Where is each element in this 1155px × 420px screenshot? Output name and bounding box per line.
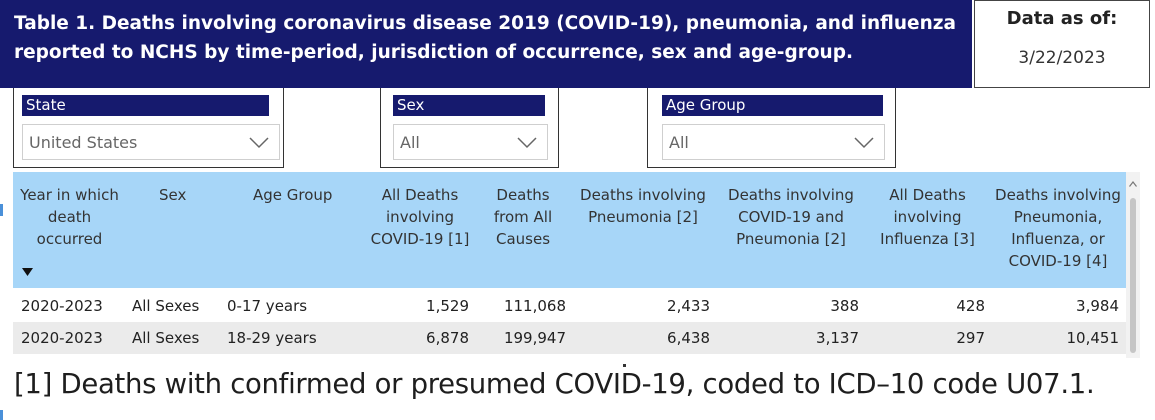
cell-pneumonia-influenza-covid: 10,451 [1066, 329, 1120, 347]
cell-age-group: 18-29 years [227, 329, 317, 347]
age-group-slicer: Age Group All [647, 88, 896, 168]
state-dropdown-value: United States [29, 133, 138, 152]
table-header: Year in which death occurred Sex Age Gro… [13, 172, 1126, 288]
cell-all-covid-deaths: 6,878 [426, 329, 469, 347]
cell-sex: All Sexes [132, 297, 200, 315]
state-slicer-label: State [22, 95, 269, 116]
cell-influenza: 428 [956, 297, 985, 315]
state-slicer: State United States [13, 88, 284, 168]
cell-pneumonia: 2,433 [667, 297, 710, 315]
data-as-of-label: Data as of: [1006, 8, 1118, 29]
table-row: 2020-2023 All Sexes 18-29 years 6,878 19… [13, 322, 1126, 354]
sex-slicer: Sex All [380, 88, 559, 168]
page-title: Table 1. Deaths involving coronavirus di… [14, 13, 957, 63]
cell-sex: All Sexes [132, 329, 200, 347]
stray-dot [623, 364, 626, 367]
chevron-down-icon [854, 137, 874, 149]
sex-slicer-label: Sex [393, 95, 545, 116]
cell-year: 2020-2023 [21, 329, 103, 347]
cell-covid-and-pneumonia: 388 [830, 297, 859, 315]
column-header-age-group[interactable]: Age Group [253, 186, 333, 204]
deaths-table: Year in which death occurred Sex Age Gro… [13, 172, 1140, 358]
sex-dropdown-value: All [400, 133, 420, 152]
cell-influenza: 297 [956, 329, 985, 347]
cell-pneumonia-influenza-covid: 3,984 [1076, 297, 1119, 315]
cell-covid-and-pneumonia: 3,137 [816, 329, 859, 347]
title-bar: Table 1. Deaths involving coronavirus di… [0, 0, 972, 88]
cell-pneumonia: 6,438 [667, 329, 710, 347]
column-header-all-causes[interactable]: Deaths from All Causes [493, 186, 553, 248]
scrollbar-thumb[interactable] [1130, 198, 1136, 353]
cell-all-covid-deaths: 1,529 [426, 297, 469, 315]
sort-desc-icon[interactable] [22, 268, 33, 276]
footnote: [1] Deaths with confirmed or presumed CO… [14, 368, 1095, 400]
column-header-influenza[interactable]: All Deaths involving Influenza [3] [880, 186, 975, 248]
column-header-sex[interactable]: Sex [159, 186, 187, 204]
column-header-all-covid-deaths[interactable]: All Deaths involving COVID-19 [1] [370, 186, 470, 248]
table-scrollbar[interactable] [1126, 172, 1140, 358]
state-dropdown[interactable]: United States [22, 124, 280, 160]
chevron-down-icon [517, 137, 537, 149]
table-row: 2020-2023 All Sexes 0-17 years 1,529 111… [13, 290, 1126, 322]
column-header-pneumonia[interactable]: Deaths involving Pneumonia [2] [580, 186, 706, 226]
cell-all-causes: 111,068 [503, 297, 566, 315]
edge-mark [0, 204, 3, 216]
cell-year: 2020-2023 [21, 297, 103, 315]
sex-dropdown[interactable]: All [393, 124, 548, 160]
age-group-dropdown[interactable]: All [662, 124, 885, 160]
cell-all-causes: 199,947 [503, 329, 566, 347]
chevron-down-icon [249, 137, 269, 149]
cell-age-group: 0-17 years [227, 297, 308, 315]
column-header-covid-and-pneumonia[interactable]: Deaths involving COVID-19 and Pneumonia … [728, 186, 854, 248]
scroll-up-icon[interactable] [1129, 181, 1137, 187]
column-header-pneumonia-influenza-covid[interactable]: Deaths involving Pneumonia, Influenza, o… [995, 186, 1121, 270]
column-header-year[interactable]: Year in which death occurred [20, 186, 119, 248]
edge-mark [0, 410, 3, 420]
data-as-of-date: 3/22/2023 [1018, 48, 1106, 68]
age-group-slicer-label: Age Group [662, 95, 883, 116]
data-as-of-card: Data as of: 3/22/2023 [974, 0, 1150, 88]
age-group-dropdown-value: All [669, 133, 689, 152]
